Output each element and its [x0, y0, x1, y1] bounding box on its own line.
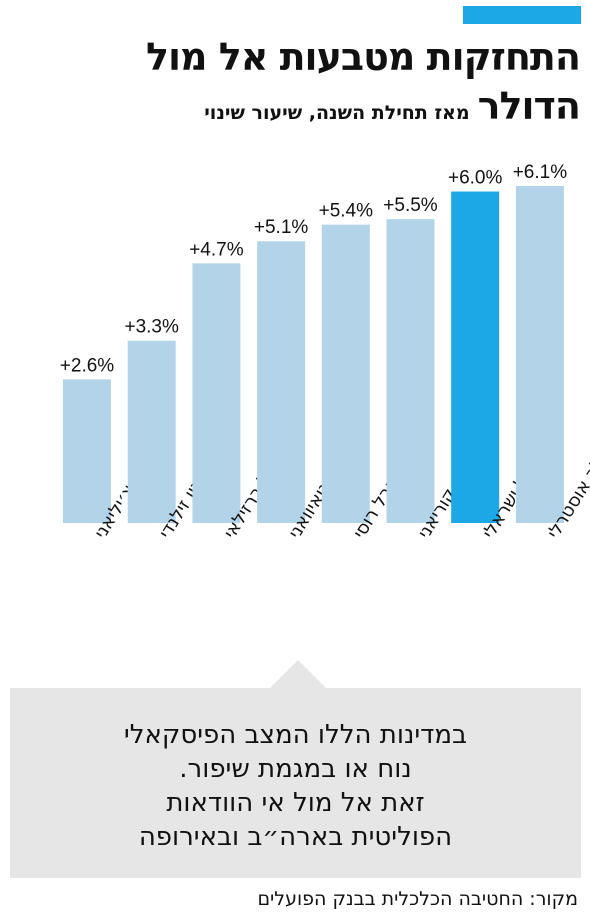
bar: [321, 224, 370, 524]
bar-value-label: +3.3%: [124, 317, 179, 338]
callout-line: נוח או במגמת שיפור.: [179, 754, 412, 784]
chart-title-line2: הדולר: [477, 84, 581, 128]
bar-value-label: +5.5%: [383, 195, 438, 216]
bar: [192, 263, 241, 523]
bar: [127, 340, 176, 523]
callout-text: במדינות הללו המצב הפיסקאלי נוח או במגמת …: [30, 718, 561, 854]
bar-value-label: +5.4%: [319, 201, 374, 222]
bar-value-label: +2.6%: [60, 355, 115, 376]
accent-strip: [463, 6, 581, 24]
callout-pointer: [270, 660, 326, 688]
callout-box: [10, 688, 581, 878]
bar-value-label: +6.1%: [513, 162, 568, 183]
bar-value-label: +5.1%: [254, 217, 309, 238]
bar-chart: +2.6%פסו צ׳יליאני+3.3%דולר ניו זילנדי+4.…: [60, 162, 590, 542]
source-note: מקור: החטיבה הכלכלית בבנק הפועלים: [257, 888, 578, 910]
bar-value-label: +4.7%: [189, 239, 244, 260]
chart-subtitle: מאז תחילת השנה, שיעור שינוי: [204, 102, 470, 124]
bar: [451, 191, 500, 523]
bar-value-label: +6.0%: [448, 168, 503, 189]
bar: [386, 219, 435, 524]
bar: [257, 241, 306, 523]
callout-line: במדינות הללו המצב הפיסקאלי: [123, 720, 468, 750]
bar: [63, 379, 111, 523]
callout-line: הפוליטית בארה״ב ובאירופה: [138, 822, 453, 852]
title-row-2: הדולר מאז תחילת השנה, שיעור שינוי: [204, 84, 581, 128]
callout-line: זאת אל מול אי הוודאות: [166, 788, 425, 818]
bar: [515, 186, 564, 523]
chart-title-line1: התחזקות מטבעות אל מול: [145, 35, 581, 79]
